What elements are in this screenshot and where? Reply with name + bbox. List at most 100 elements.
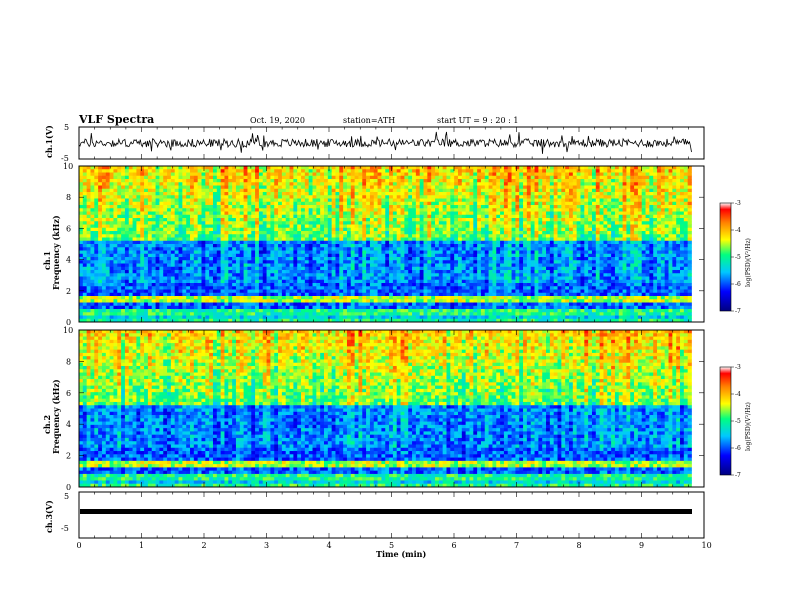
spectrogram-cell xyxy=(247,192,252,196)
spectrogram-cell xyxy=(400,234,405,238)
spectrogram-cell xyxy=(469,195,474,199)
spectrogram-cell xyxy=(209,299,214,303)
spectrogram-cell xyxy=(465,218,470,222)
spectrogram-cell xyxy=(350,192,355,196)
spectrogram-cell xyxy=(212,231,218,235)
spectrogram-cell xyxy=(389,231,394,235)
spectrogram-cell xyxy=(373,221,378,225)
spectrogram-cell xyxy=(144,208,149,212)
spectrogram-cell xyxy=(335,214,340,219)
spectrogram-cell xyxy=(258,218,264,222)
spectrogram-cell xyxy=(224,198,229,203)
spectrogram-cell xyxy=(316,237,321,242)
spectrogram-cell xyxy=(304,299,310,303)
spectrogram-cell xyxy=(343,305,348,310)
spectrogram-cell xyxy=(190,247,195,251)
spectrogram-cell xyxy=(438,218,444,222)
spectrogram-cell xyxy=(297,218,302,222)
spectrogram-cell xyxy=(377,266,382,271)
spectrogram-cell xyxy=(408,214,413,219)
spectrogram-cell xyxy=(270,292,275,297)
spectrogram-cell xyxy=(255,244,260,248)
spectrogram-cell xyxy=(82,263,88,268)
spectrogram-cell xyxy=(442,175,447,180)
spectrogram-cell xyxy=(147,205,153,209)
spectrogram-cell xyxy=(412,185,417,190)
spectrogram-cell xyxy=(117,312,122,316)
spectrogram-cell xyxy=(270,240,275,245)
spectrogram-cell xyxy=(316,273,321,277)
spectrogram-cell xyxy=(151,192,156,196)
spectrogram-cell xyxy=(431,253,436,258)
spectrogram-cell xyxy=(350,175,355,180)
spectrogram-cell xyxy=(293,166,298,170)
spectrogram-cell xyxy=(350,205,355,209)
spectrogram-cell xyxy=(369,257,375,261)
spectrogram-cell xyxy=(124,270,130,274)
spectrogram-cell xyxy=(121,214,126,219)
spectrogram-cell xyxy=(404,289,409,294)
spectrogram-cell xyxy=(297,224,302,229)
spectrogram-cell xyxy=(113,312,118,316)
spectrogram-cell xyxy=(98,166,103,170)
spectrogram-cell xyxy=(400,224,405,229)
spectrogram-cell xyxy=(140,198,145,203)
spectrogram-cell xyxy=(404,182,409,186)
spectrogram-cell xyxy=(90,179,95,183)
spectrogram-cell xyxy=(174,237,179,242)
spectrogram-cell xyxy=(163,299,168,303)
spectrogram-cell xyxy=(247,270,252,274)
spectrogram-cell xyxy=(431,179,436,183)
spectrogram-cell xyxy=(205,244,210,248)
spectrogram-cell xyxy=(408,302,413,307)
spectrogram-cell xyxy=(419,270,424,274)
spectrogram-cell xyxy=(220,276,225,281)
spectrogram-cell xyxy=(170,218,176,222)
spectrogram-cell xyxy=(155,172,160,177)
spectrogram-cell xyxy=(392,211,398,216)
spectrogram-cell xyxy=(316,221,321,225)
spectrogram-cell xyxy=(354,253,359,258)
spectrogram-cell xyxy=(255,289,260,294)
spectrogram-cell xyxy=(224,237,229,242)
spectrogram-cell xyxy=(117,270,122,274)
spectrogram-cell xyxy=(435,169,440,173)
spectrogram-cell xyxy=(216,266,221,271)
spectrogram-cell xyxy=(193,283,199,287)
spectrogram-cell xyxy=(396,309,401,313)
spectrogram-cell xyxy=(216,201,221,206)
spectrogram-cell xyxy=(178,299,183,303)
spectrogram-cell xyxy=(247,247,252,251)
spectrogram-cell xyxy=(105,214,110,219)
spectrogram-cell xyxy=(262,208,267,212)
spectrogram-cell xyxy=(446,179,451,183)
spectrogram-cell xyxy=(423,247,428,251)
spectrogram-cell xyxy=(327,237,333,242)
spectrogram-cell xyxy=(285,208,290,212)
spectrogram-cell xyxy=(389,315,394,320)
spectrogram-cell xyxy=(258,289,264,294)
spectrogram-cell xyxy=(90,299,95,303)
spectrogram-cell xyxy=(193,234,199,238)
spectrogram-cell xyxy=(212,299,218,303)
spectrogram-cell xyxy=(258,182,264,186)
spectrogram-cell xyxy=(324,214,329,219)
spectrogram-cell xyxy=(427,237,432,242)
spectrogram-cell xyxy=(124,169,130,173)
spectrogram-cell xyxy=(454,253,459,258)
spectrogram-cell xyxy=(289,263,294,268)
spectrogram-cell xyxy=(163,214,168,219)
spectrogram-cell xyxy=(98,296,103,300)
spectrogram-cell xyxy=(366,218,371,222)
spectrogram-cell xyxy=(450,195,455,199)
spectrogram-cell xyxy=(461,299,466,303)
spectrogram-cell xyxy=(251,244,256,248)
spectrogram-cell xyxy=(220,250,225,255)
spectrogram-cell xyxy=(285,253,290,258)
spectrogram-cell xyxy=(335,198,340,203)
spectrogram-cell xyxy=(392,182,398,186)
spectrogram-cell xyxy=(190,318,195,323)
spectrogram-cell xyxy=(132,266,137,271)
spectrogram-cell xyxy=(105,205,110,209)
spectrogram-cell xyxy=(465,205,470,209)
